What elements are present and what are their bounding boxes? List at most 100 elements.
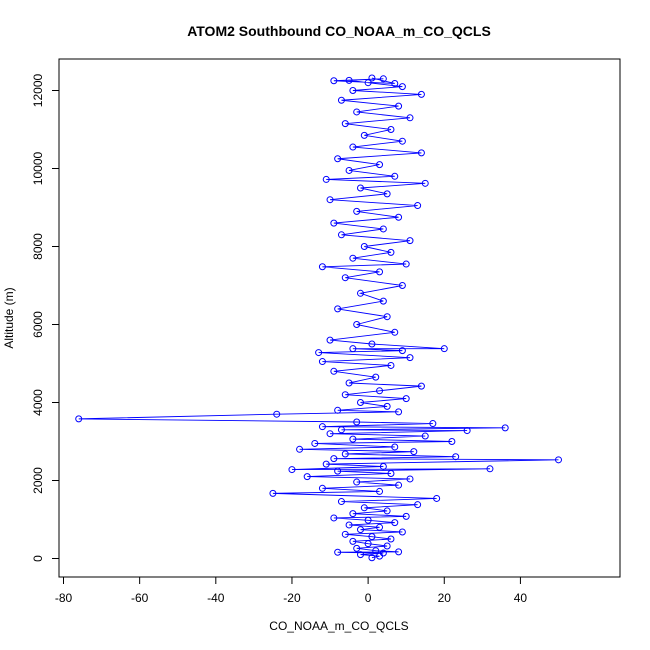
data-point xyxy=(391,443,399,451)
data-point xyxy=(414,501,422,509)
data-point xyxy=(326,336,334,344)
y-tick-label: 8000 xyxy=(31,233,45,260)
chart-title: ATOM2 Southbound CO_NOAA_m_CO_QCLS xyxy=(187,23,491,39)
data-point xyxy=(417,90,425,98)
data-point xyxy=(334,548,342,556)
data-point xyxy=(387,126,395,133)
data-point xyxy=(341,391,349,399)
data-point xyxy=(360,131,368,139)
data-point xyxy=(387,469,395,477)
data-point xyxy=(387,248,395,256)
data-point xyxy=(334,406,342,414)
x-tick-label: -60 xyxy=(131,591,149,605)
data-point xyxy=(353,478,361,486)
x-tick-label: -80 xyxy=(55,591,73,605)
data-point xyxy=(318,423,326,431)
data-point xyxy=(387,361,395,369)
data-point xyxy=(376,487,384,495)
data-point xyxy=(383,313,391,321)
y-tick-label: 10000 xyxy=(31,151,45,185)
data-point xyxy=(357,551,364,559)
data-point xyxy=(391,172,399,180)
data-point xyxy=(398,83,406,91)
data-point xyxy=(398,282,406,289)
data-point xyxy=(376,523,384,531)
y-tick-label: 0 xyxy=(31,555,45,562)
data-point xyxy=(406,237,414,245)
data-point xyxy=(379,549,387,557)
data-point xyxy=(364,79,372,87)
data-point xyxy=(376,161,384,169)
data-point xyxy=(345,379,353,387)
y-tick-label: 6000 xyxy=(31,311,45,338)
data-point xyxy=(391,519,399,527)
data-point xyxy=(421,432,429,440)
data-point xyxy=(337,426,345,434)
y-axis-label: Altitude (m) xyxy=(2,287,16,348)
data-point xyxy=(402,512,410,520)
plot-area xyxy=(75,74,562,562)
y-tick-label: 4000 xyxy=(31,389,45,416)
x-tick-label: 0 xyxy=(365,591,372,605)
data-point xyxy=(315,349,323,357)
data-point xyxy=(330,219,338,227)
data-point xyxy=(406,475,414,483)
data-point xyxy=(353,321,361,328)
data-point xyxy=(75,415,83,423)
data-point xyxy=(357,289,364,297)
data-point xyxy=(398,347,406,355)
data-point xyxy=(364,540,372,548)
data-point xyxy=(345,521,353,529)
data-point xyxy=(334,467,342,475)
x-tick-label: 20 xyxy=(438,591,452,605)
data-point xyxy=(372,373,380,381)
data-point xyxy=(402,260,410,268)
data-point xyxy=(353,108,361,116)
data-point xyxy=(330,77,338,85)
data-point xyxy=(357,526,364,534)
data-point xyxy=(368,554,376,562)
data-point xyxy=(402,395,410,403)
data-point xyxy=(372,547,380,555)
data-point xyxy=(463,427,471,435)
data-point xyxy=(288,466,296,474)
data-point xyxy=(318,263,326,271)
data-point xyxy=(387,535,395,543)
data-point xyxy=(303,473,311,481)
x-axis-label: CO_NOAA_m_CO_QCLS xyxy=(269,619,408,633)
data-point xyxy=(395,102,403,110)
data-point xyxy=(318,358,326,366)
data-point xyxy=(376,268,384,276)
data-point xyxy=(349,254,357,262)
data-point xyxy=(360,243,368,250)
data-point xyxy=(379,75,387,83)
data-point xyxy=(349,510,357,518)
data-point xyxy=(429,420,437,428)
data-point xyxy=(414,202,422,210)
data-point xyxy=(452,453,460,461)
data-point xyxy=(341,274,349,282)
data-point xyxy=(440,345,448,353)
data-point xyxy=(337,96,345,104)
data-point xyxy=(379,225,387,233)
data-point xyxy=(334,155,342,163)
data-point xyxy=(406,354,414,362)
x-tick-label: -20 xyxy=(283,591,301,605)
data-point xyxy=(269,489,277,497)
data-point xyxy=(379,462,387,470)
data-point xyxy=(398,137,406,145)
data-point xyxy=(360,504,368,512)
data-point xyxy=(417,149,425,157)
data-point xyxy=(345,76,353,84)
data-point xyxy=(353,544,361,552)
data-point xyxy=(395,548,403,556)
data-point xyxy=(391,79,399,87)
data-point xyxy=(357,399,364,406)
data-point xyxy=(330,367,338,375)
y-tick-label: 12000 xyxy=(31,73,45,107)
data-point xyxy=(326,196,334,204)
data-point xyxy=(421,179,429,187)
data-point xyxy=(486,465,494,473)
data-point xyxy=(322,175,330,183)
